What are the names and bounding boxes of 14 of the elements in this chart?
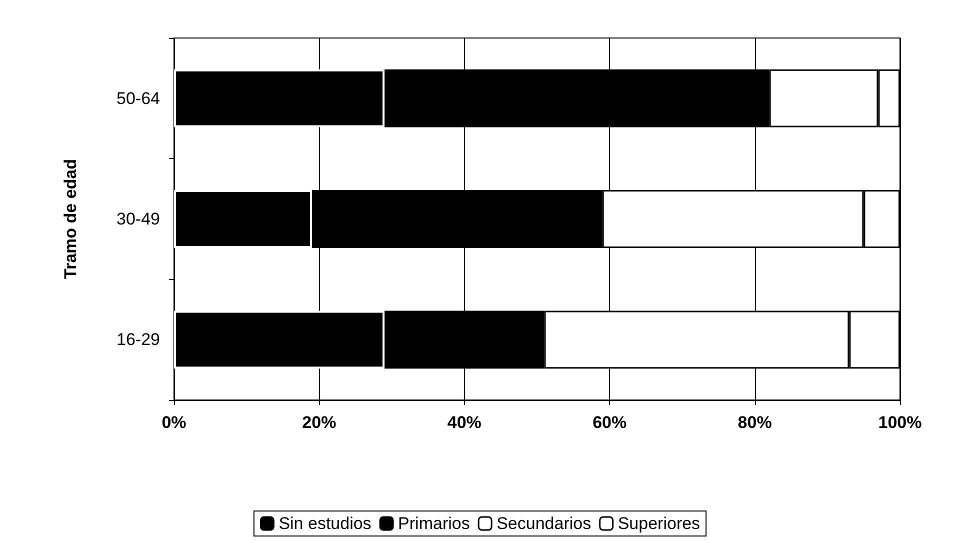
x-tick-label: 40%	[447, 413, 482, 432]
legend-label: Sin estudios	[278, 514, 372, 533]
legend-label: Secundarios	[496, 514, 592, 533]
y-tick-label: 50-64	[116, 88, 160, 108]
legend-label: Superiores	[618, 514, 700, 533]
x-tick-label: 100%	[878, 413, 922, 432]
x-tick-label: 60%	[592, 413, 627, 432]
legend-label: Primarios	[398, 514, 470, 533]
x-tick-label: 80%	[738, 413, 772, 432]
x-tick-label: 20%	[302, 413, 336, 432]
y-tick-label: 30-49	[116, 210, 160, 228]
y-tick-label: 16-29	[116, 330, 160, 350]
x-tick-label: 0%	[162, 413, 186, 432]
y-axis-title: Tramo de edad	[61, 159, 80, 279]
